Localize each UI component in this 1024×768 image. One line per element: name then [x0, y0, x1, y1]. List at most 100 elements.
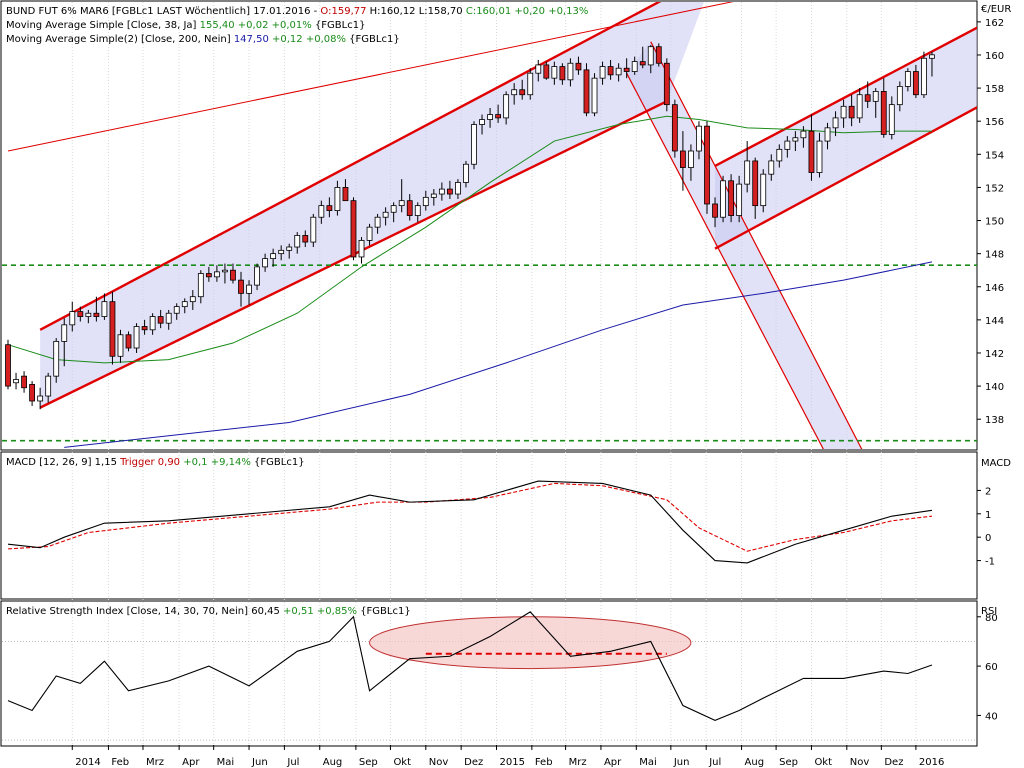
candle [334, 180, 341, 216]
price-tick-label: 156 [985, 117, 1004, 128]
candle [141, 319, 148, 335]
x-tick-label: Jun [673, 757, 690, 768]
candle [896, 81, 903, 112]
candle [117, 329, 124, 363]
legend-ma200: Moving Average Simple(2) [Close, 200, Ne… [6, 34, 400, 45]
candle-body-up [463, 163, 469, 183]
x-tick-label: Nov [429, 757, 449, 768]
candle-body-down [880, 91, 887, 135]
x-tick-label: 2014 [75, 757, 100, 768]
candle-body-down [663, 62, 670, 106]
macd-panel-frame [0, 451, 978, 600]
price-panel-frame [0, 0, 978, 451]
candle [824, 122, 831, 150]
candle [800, 126, 807, 148]
candle-body-up [262, 258, 269, 268]
candle [69, 301, 76, 332]
x-tick-label: Mai [217, 757, 235, 768]
x-tick-label: Dez [884, 757, 903, 768]
candle [318, 200, 325, 224]
candle [125, 331, 132, 352]
candle [463, 160, 469, 188]
candle-body-up [213, 271, 220, 278]
candle [53, 338, 60, 383]
candle [430, 189, 437, 206]
legend-ma200-change: +0,12 +0,08% [272, 34, 346, 45]
candle-body-up [430, 193, 437, 198]
rsi-line [7, 611, 933, 721]
candle [189, 290, 196, 310]
candle-body-down [655, 46, 662, 64]
legend-main: BUND FUT 6% MAR6 [FGBLc1 LAST Wöchentlic… [6, 6, 588, 17]
price-tick-label: 158 [985, 84, 1004, 95]
candle-body-down [446, 188, 453, 195]
candle [615, 63, 622, 82]
candle [623, 58, 630, 79]
candle [760, 169, 767, 213]
candle [173, 303, 180, 320]
legend-macd-suffix: {FGBLc1} [251, 457, 305, 468]
candle-body-down [302, 235, 309, 243]
candle [438, 182, 445, 201]
candle [551, 61, 558, 85]
candle-body-down [157, 316, 164, 324]
candle [607, 59, 614, 80]
channel-2015-lower-line [714, 106, 977, 250]
x-tick-label: Aug [745, 757, 765, 768]
price-tick-label: 138 [985, 415, 1004, 426]
candle-body-down [575, 62, 582, 71]
legend-close-change: C:160,01 +0,20 +0,13% [466, 6, 589, 17]
candle [358, 237, 365, 264]
rsi-axis-unit: RSI [981, 606, 997, 617]
legend-open: O:159,77 [320, 6, 366, 17]
candle-body-down [21, 375, 27, 389]
candle [374, 213, 381, 234]
x-tick-label: Jun [251, 757, 268, 768]
candle-body-up [390, 205, 397, 213]
candle-body-up [13, 379, 19, 384]
candle-body-down [238, 279, 244, 294]
candle [366, 223, 373, 246]
x-tick-label: Apr [182, 757, 200, 768]
candle-body-down [712, 203, 718, 218]
x-tick-label: 2015 [499, 757, 524, 768]
candle [832, 111, 839, 137]
candle-body-up [591, 77, 598, 114]
candle [213, 265, 220, 282]
candle [390, 202, 397, 223]
legend-macd-change: +0,1 +9,14% [180, 457, 251, 468]
candle-body-up [872, 91, 879, 102]
candle [744, 141, 751, 193]
candle-body-up [222, 269, 228, 273]
candle-body-up [856, 94, 863, 119]
channel-down-2015-fill [626, 41, 862, 449]
candle-body-up [800, 130, 807, 139]
candle [13, 372, 19, 390]
candle-body-down [326, 205, 333, 211]
candle [205, 266, 212, 282]
legend-macd-label: MACD [12, 26, 9] 1,15 [6, 457, 117, 468]
candle-body-down [912, 71, 919, 96]
candle-body-up [921, 57, 927, 96]
candle-body-down [848, 105, 855, 119]
candle-body-up [189, 296, 196, 303]
candle [254, 263, 260, 291]
x-tick-label: 2016 [919, 757, 944, 768]
candle [880, 78, 887, 138]
candle [21, 371, 27, 393]
price-tick-label: 140 [985, 382, 1004, 393]
candle [85, 309, 92, 324]
channel-2014-fill [40, 2, 704, 408]
price-tick-label: 160 [985, 51, 1004, 62]
candle [495, 104, 502, 123]
candle [519, 79, 526, 100]
candle-body-up [792, 137, 799, 142]
candle [776, 144, 783, 168]
candle [262, 253, 269, 272]
legend-ma200-value: 147,50 [231, 34, 272, 45]
candle [511, 83, 518, 105]
candle-body-down [607, 66, 614, 76]
legend-ma38-value: 155,40 +0,02 +0,01% [196, 20, 315, 31]
x-tick-label: Apr [604, 757, 622, 768]
candle-body-down [728, 180, 735, 216]
